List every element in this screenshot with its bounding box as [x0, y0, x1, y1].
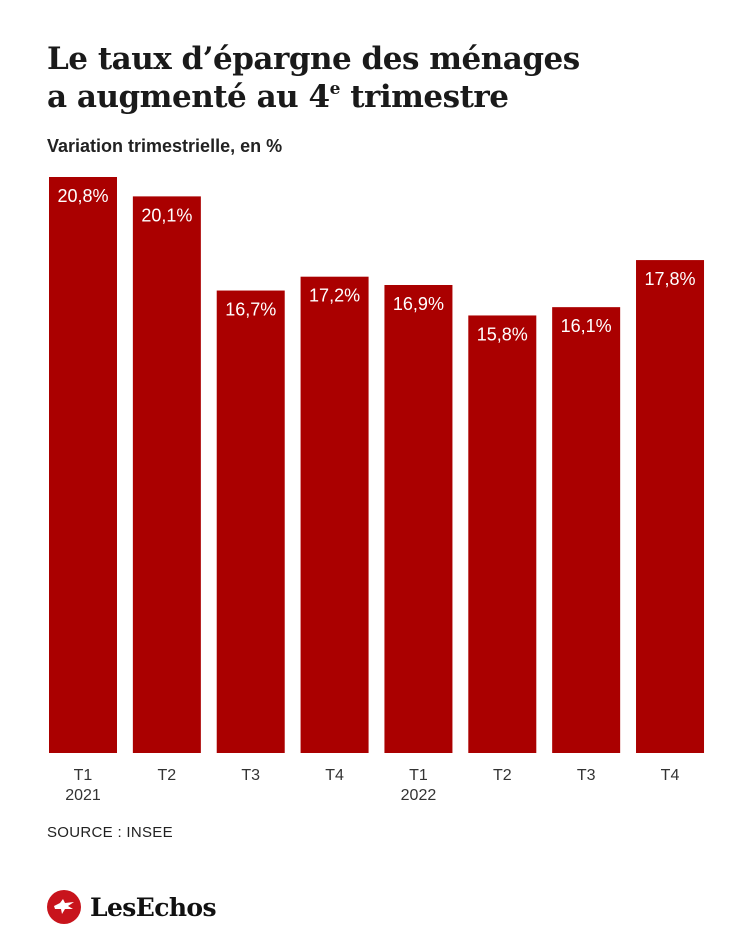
x-tick-label: T2 — [493, 767, 512, 784]
x-tick-year-label: 2021 — [65, 787, 101, 804]
brand-name: LesEchos — [90, 892, 217, 922]
bar-chart: 20,8% T1 2021 20,1% T2 16,7% T3 17,2% T4 16,9% T1 2… — [49, 177, 705, 804]
bar-value-label: 17,8% — [644, 269, 695, 289]
source-note: SOURCE : INSEE — [47, 824, 173, 841]
bar — [49, 177, 117, 753]
x-tick-label: T4 — [325, 767, 344, 784]
title-line-1: Le taux d’épargne des ménages — [47, 41, 580, 77]
x-tick-label: T2 — [158, 767, 177, 784]
bar — [552, 307, 621, 753]
bar-value-label: 16,9% — [393, 294, 444, 314]
bar — [636, 260, 705, 753]
title-line-2: a augmenté au 4 — [47, 79, 330, 115]
bar — [132, 196, 201, 753]
title-superscript: e — [329, 79, 341, 99]
bar — [384, 285, 453, 753]
bar-value-label: 17,2% — [309, 286, 360, 306]
les-echos-eagle-icon — [47, 890, 81, 924]
bar — [300, 276, 369, 753]
x-tick-label: T3 — [241, 767, 260, 784]
x-tick-label: T4 — [661, 767, 680, 784]
x-tick-year-label: 2022 — [401, 787, 437, 804]
bar-value-label: 20,1% — [141, 205, 192, 225]
bar — [468, 315, 537, 753]
bar-value-label: 16,1% — [561, 316, 612, 336]
chart-subtitle: Variation trimestrielle, en % — [47, 136, 283, 156]
x-tick-label: T3 — [577, 767, 596, 784]
x-tick-label: T1 — [74, 767, 93, 784]
brand-logo: LesEchos — [47, 890, 217, 924]
bar-value-label: 20,8% — [57, 186, 108, 206]
bar-value-label: 15,8% — [477, 324, 528, 344]
chart-title: Le taux d’épargne des ménages a augmenté… — [47, 40, 707, 116]
x-tick-label: T1 — [409, 767, 428, 784]
title-line-2-end: trimestre — [339, 79, 509, 115]
bar — [216, 290, 285, 753]
bar-value-label: 16,7% — [225, 300, 276, 320]
